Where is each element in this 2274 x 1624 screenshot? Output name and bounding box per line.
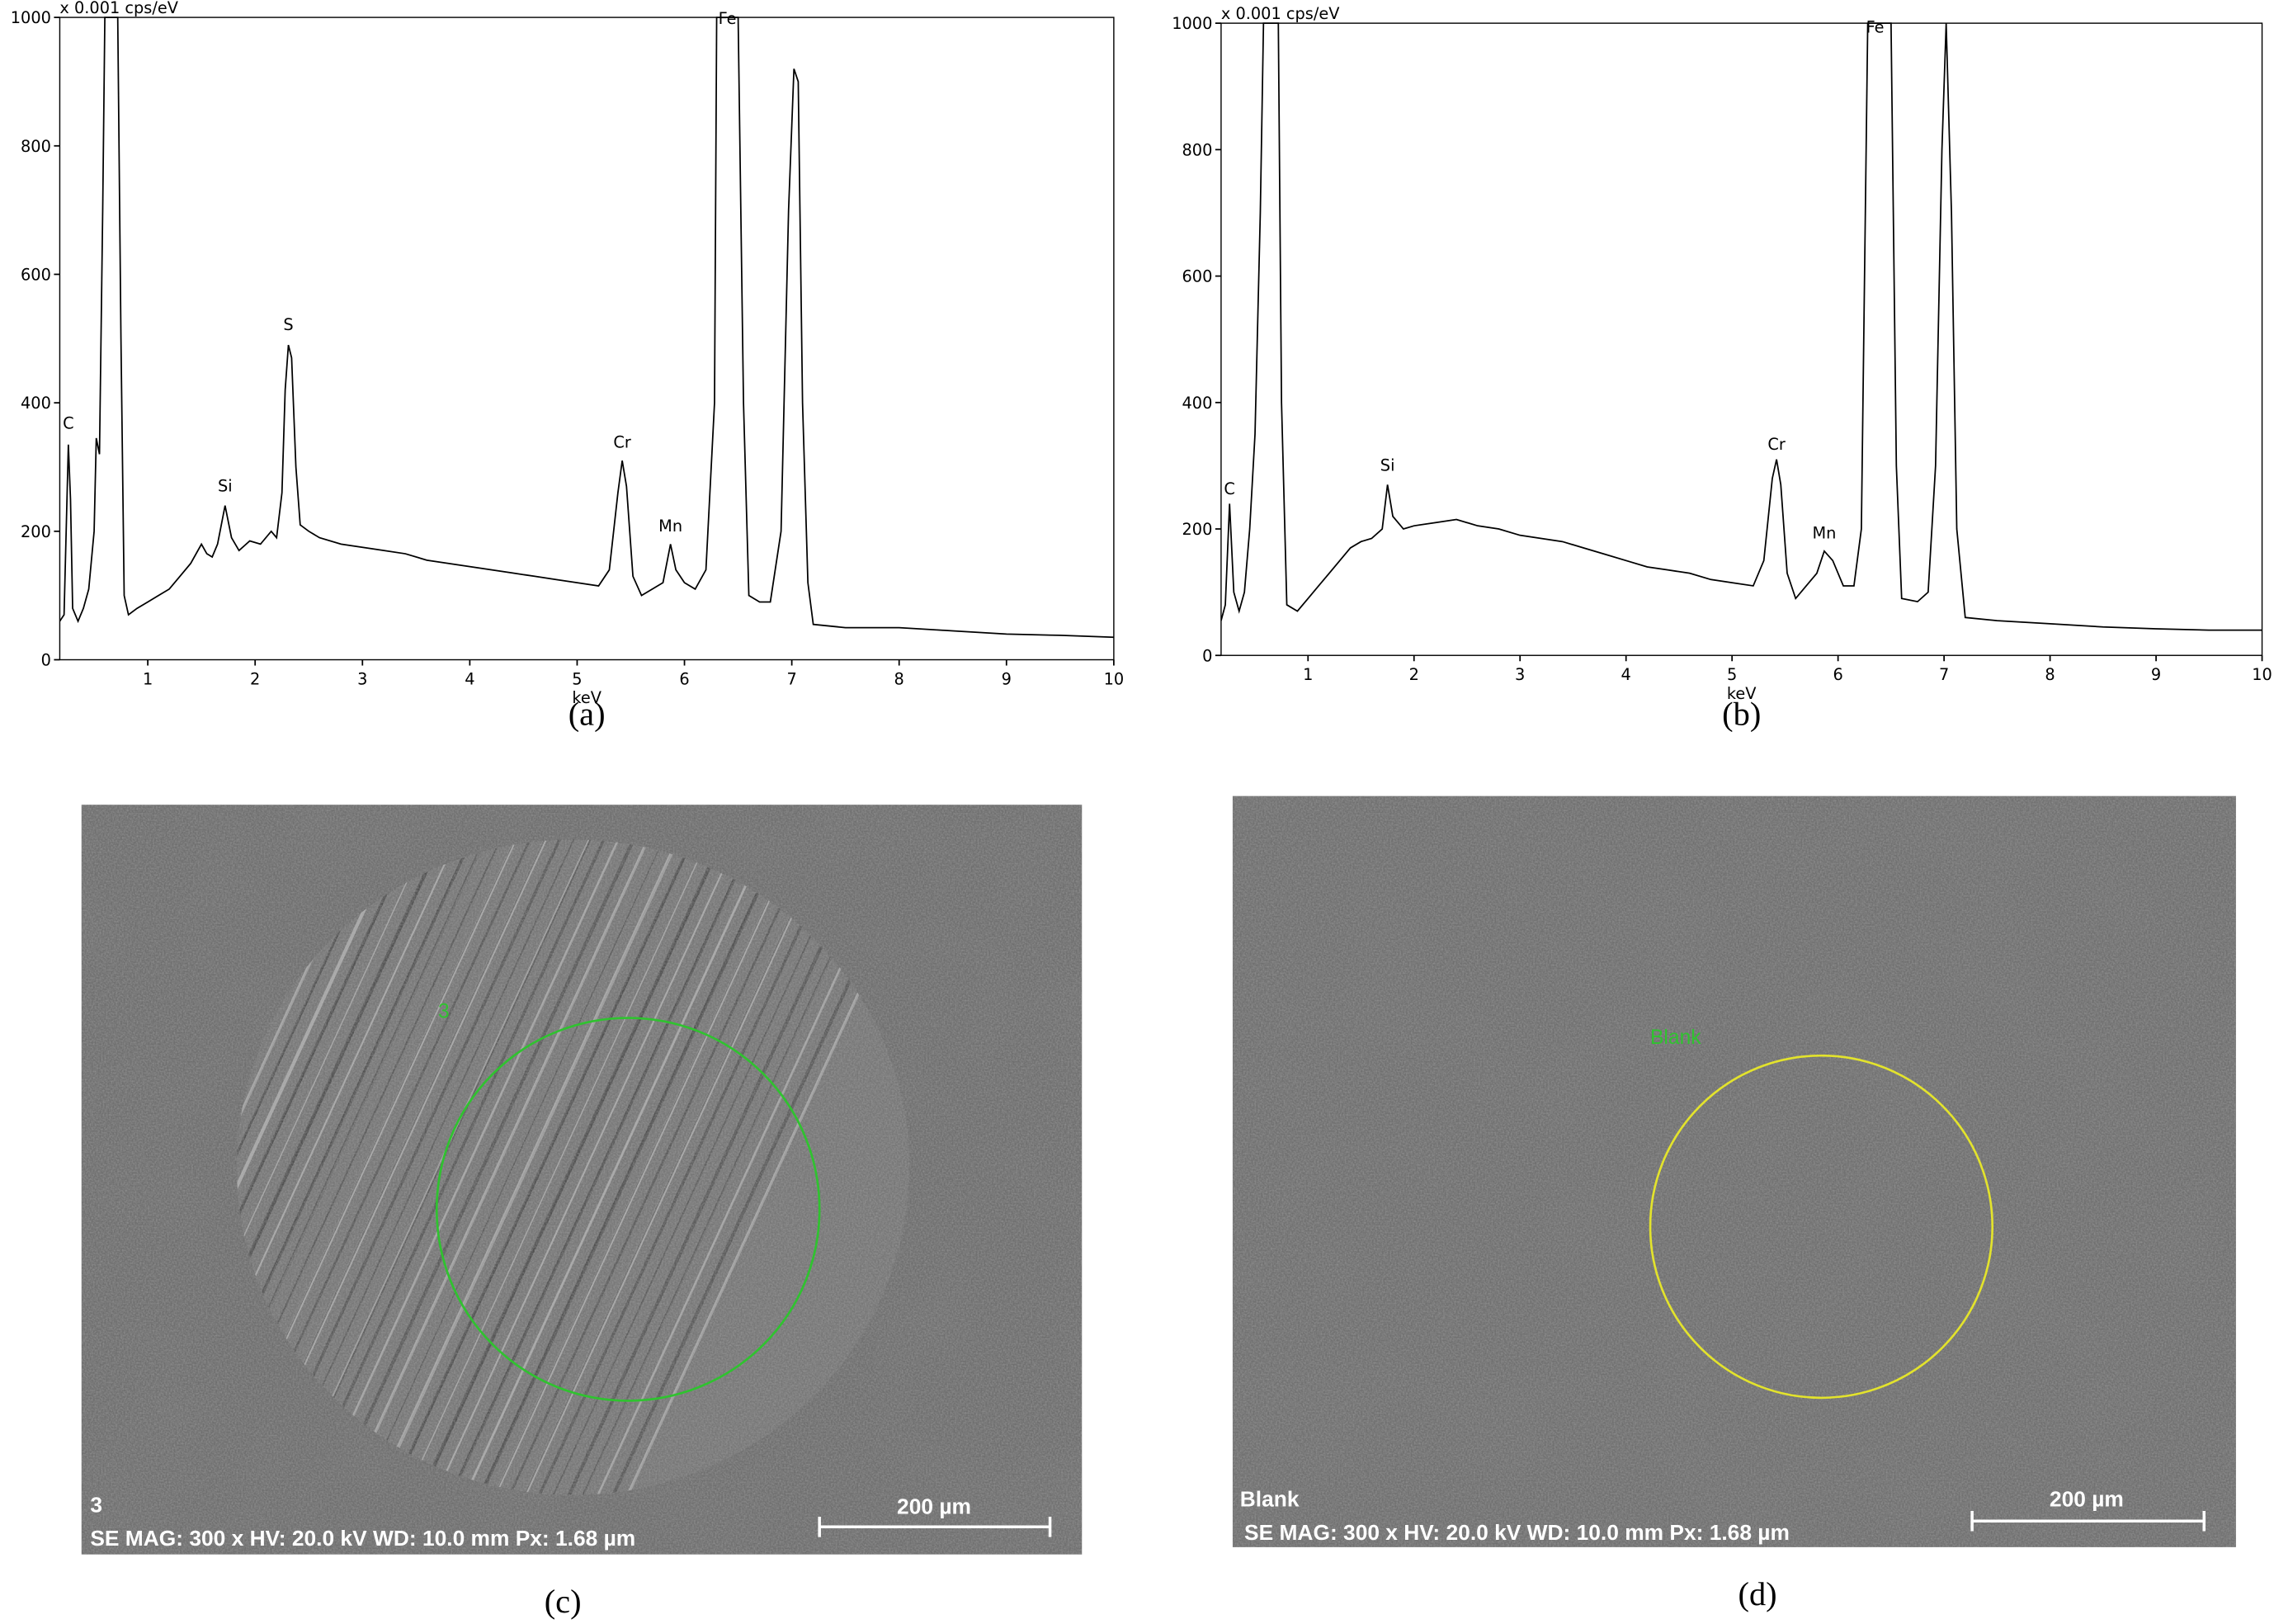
y-tick-label: 0: [41, 651, 51, 670]
sem-image-c: 3 3 SE MAG: 300 x HV: 20.0 kV WD: 10.0 m…: [81, 805, 1083, 1555]
y-tick-label: 400: [1182, 394, 1212, 413]
y-unit-label: x 0.001 cps/eV: [59, 0, 178, 17]
region-label-footer: Blank: [1240, 1487, 1300, 1512]
x-axis-label: keV: [572, 688, 602, 707]
x-tick-label: 3: [1515, 665, 1525, 684]
plot-frame: [1220, 22, 2263, 656]
y-tick-label: 1000: [11, 8, 51, 27]
spectrum-line: [1220, 22, 2262, 631]
peak-label: Mn: [658, 517, 682, 536]
caption: (c): [545, 1583, 582, 1620]
y-tick-label: 800: [21, 137, 51, 156]
x-tick-label: 9: [1002, 669, 1012, 688]
scale-bar-label: 200 µm: [2050, 1487, 2124, 1512]
x-tick-label: 6: [1833, 665, 1842, 684]
x-tick-label: 2: [250, 669, 260, 688]
peak-label: S: [283, 315, 293, 334]
y-tick-label: 600: [21, 265, 51, 284]
peak-label: Cr: [613, 433, 630, 452]
peak-label: C: [1224, 479, 1235, 498]
spectrum-line: [59, 17, 1114, 639]
sem-info: SE MAG: 300 x HV: 20.0 kV WD: 10.0 mm Px…: [1244, 1520, 1790, 1545]
y-tick-label: 1000: [1172, 14, 1212, 33]
region-label-footer: 3: [90, 1493, 102, 1518]
y-tick-label: 200: [21, 522, 51, 541]
x-tick-label: 9: [2151, 665, 2161, 684]
peak-label: Mn: [1812, 523, 1836, 542]
x-tick-label: 6: [679, 669, 689, 688]
x-tick-label: 8: [894, 669, 904, 688]
region-label: 3: [438, 1001, 450, 1023]
sem-image-d: Blank Blank SE MAG: 300 x HV: 20.0 kV WD…: [1232, 795, 2236, 1547]
x-tick-label: 10: [2252, 665, 2272, 684]
peak-label: Fe: [719, 9, 737, 28]
peak-label: Si: [218, 477, 233, 496]
x-tick-label: 7: [1939, 665, 1949, 684]
x-axis-label: keV: [1727, 684, 1757, 703]
caption: (a): [568, 696, 606, 733]
peak-label: Cr: [1767, 435, 1785, 454]
x-tick-label: 4: [465, 669, 474, 688]
x-tick-label: 8: [2045, 665, 2055, 684]
y-tick-label: 400: [21, 394, 51, 413]
caption: (b): [1722, 696, 1761, 733]
x-tick-label: 5: [572, 669, 582, 688]
caption: (d): [1738, 1575, 1776, 1612]
peak-label: Si: [1380, 456, 1395, 475]
y-tick-label: 600: [1182, 267, 1212, 286]
y-tick-label: 200: [1182, 520, 1212, 539]
x-tick-label: 1: [143, 669, 153, 688]
sem-info: SE MAG: 300 x HV: 20.0 kV WD: 10.0 mm Px…: [90, 1526, 635, 1551]
x-tick-label: 5: [1727, 665, 1737, 684]
x-tick-label: 3: [357, 669, 367, 688]
x-tick-label: 7: [786, 669, 796, 688]
region-label: Blank: [1650, 1027, 1701, 1049]
y-tick-label: 800: [1182, 140, 1212, 159]
y-tick-label: 0: [1202, 646, 1212, 665]
peak-label: C: [63, 413, 73, 432]
plot-frame: [59, 17, 1115, 661]
x-tick-label: 4: [1621, 665, 1631, 684]
x-tick-label: 10: [1104, 669, 1125, 688]
y-unit-label: x 0.001 cps/eV: [1221, 4, 1340, 23]
x-tick-label: 1: [1303, 665, 1313, 684]
x-tick-label: 2: [1409, 665, 1419, 684]
peak-label: Fe: [1866, 18, 1885, 37]
scale-bar-label: 200 µm: [897, 1494, 971, 1518]
